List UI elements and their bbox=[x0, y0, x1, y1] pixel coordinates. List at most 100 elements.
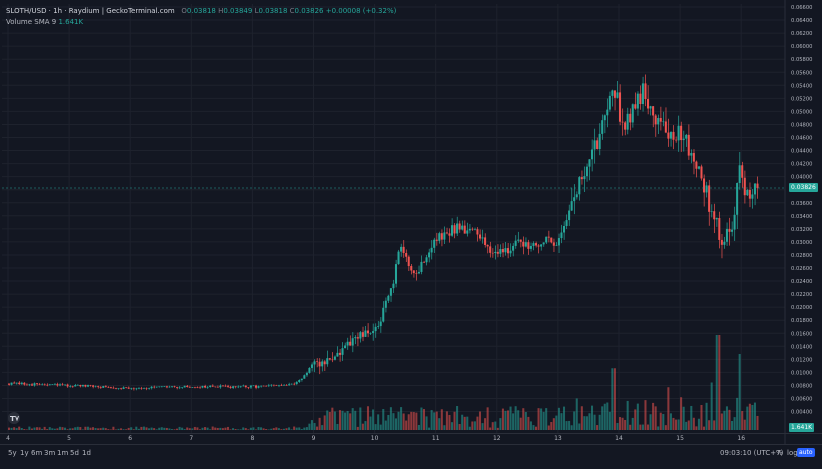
candle-body bbox=[659, 117, 662, 122]
volume-bar bbox=[425, 416, 428, 430]
volume-bar bbox=[209, 429, 212, 430]
volume-bar bbox=[494, 421, 497, 430]
candle-body bbox=[499, 248, 502, 254]
candle-body bbox=[552, 242, 555, 246]
candle-body bbox=[76, 385, 79, 386]
candle-body bbox=[280, 385, 283, 386]
symbol-title[interactable]: SLOTH/USD · 1h · Raydium | GeckoTerminal… bbox=[6, 7, 175, 15]
volume-bar bbox=[303, 427, 306, 430]
price-tick-label: 0.01600 bbox=[791, 331, 812, 337]
candle-body bbox=[196, 387, 199, 388]
timeframe-3m[interactable]: 3m bbox=[44, 449, 56, 457]
candle-body bbox=[412, 270, 415, 274]
volume-bar bbox=[252, 427, 255, 430]
volume-bar bbox=[260, 427, 263, 430]
volume-bar bbox=[514, 406, 517, 430]
candle-body bbox=[700, 166, 703, 179]
price-tick-label: 0.00800 bbox=[791, 383, 812, 389]
candle-body bbox=[344, 345, 347, 349]
candle-body bbox=[562, 226, 566, 233]
volume-bar bbox=[125, 429, 128, 430]
volume-bar bbox=[685, 421, 688, 430]
percent-toggle[interactable]: % bbox=[776, 449, 783, 457]
price-tick-label: 0.03200 bbox=[791, 227, 812, 233]
volume-bar bbox=[527, 416, 530, 430]
candle-body bbox=[247, 387, 250, 388]
timeframe-5d[interactable]: 5d bbox=[70, 449, 79, 457]
candle-body bbox=[438, 233, 441, 241]
volume-bar bbox=[71, 428, 74, 430]
candle-body bbox=[680, 125, 683, 141]
time-tick-label: 16 bbox=[737, 435, 745, 442]
candle-body bbox=[356, 337, 359, 339]
volume-bar bbox=[58, 426, 61, 430]
candle-body bbox=[237, 386, 240, 388]
volume-bar bbox=[176, 428, 179, 430]
volume-bar bbox=[619, 417, 622, 430]
volume-bar bbox=[400, 407, 403, 430]
volume-bar bbox=[66, 429, 69, 430]
price-tick-label: 0.01400 bbox=[791, 344, 812, 350]
tradingview-logo-icon[interactable] bbox=[6, 412, 22, 424]
price-tick-label: 0.05800 bbox=[791, 57, 812, 63]
candle-body bbox=[394, 264, 398, 284]
volume-bar bbox=[160, 427, 163, 430]
volume-bar bbox=[153, 428, 156, 430]
timeframe-1y[interactable]: 1y bbox=[20, 449, 29, 457]
clock-display[interactable]: 09:03:10 (UTC+7) bbox=[720, 449, 784, 457]
candle-body bbox=[51, 384, 54, 385]
candle-body bbox=[598, 133, 601, 150]
volume-bar bbox=[275, 427, 278, 430]
auto-toggle[interactable]: auto bbox=[797, 448, 815, 457]
timeframe-5y[interactable]: 5y bbox=[8, 449, 17, 457]
candle-body bbox=[178, 387, 181, 389]
volume-bar bbox=[634, 409, 637, 430]
volume-bar bbox=[148, 428, 151, 430]
price-tick-label: 0.05600 bbox=[791, 70, 812, 76]
volume-bar bbox=[30, 428, 33, 430]
candle-body bbox=[461, 225, 464, 230]
candle-body bbox=[364, 330, 367, 337]
volume-bar bbox=[262, 428, 265, 430]
volume-bar bbox=[741, 411, 744, 430]
log-toggle[interactable]: log bbox=[787, 449, 798, 457]
timeframe-1d[interactable]: 1d bbox=[82, 449, 91, 457]
volume-bar bbox=[282, 428, 285, 430]
volume-bar bbox=[8, 427, 11, 430]
volume-bar bbox=[573, 411, 576, 430]
volume-bar bbox=[265, 428, 268, 430]
time-tick-label: 11 bbox=[432, 435, 440, 442]
volume-bar bbox=[219, 427, 222, 430]
candle-body bbox=[685, 134, 688, 139]
candle-body bbox=[20, 382, 23, 385]
volume-label[interactable]: Volume SMA 9 bbox=[6, 18, 57, 26]
candle-body bbox=[142, 388, 145, 389]
timeframe-1m[interactable]: 1m bbox=[57, 449, 69, 457]
candle-body bbox=[481, 237, 484, 239]
candle-body bbox=[369, 333, 372, 334]
candle-body bbox=[478, 234, 482, 239]
candle-body bbox=[636, 93, 639, 109]
volume-bar bbox=[369, 416, 372, 430]
candle-body bbox=[326, 358, 329, 365]
price-tick-label: 0.01200 bbox=[791, 357, 812, 363]
volume-bar bbox=[310, 420, 313, 430]
candle-body bbox=[435, 239, 438, 241]
candle-body bbox=[331, 359, 334, 361]
candle-body bbox=[389, 288, 392, 296]
candle-body bbox=[341, 348, 344, 355]
volume-bar bbox=[652, 402, 655, 430]
volume-bar bbox=[364, 421, 367, 430]
candle-body bbox=[310, 364, 313, 368]
candle-body bbox=[417, 271, 420, 274]
candle-body bbox=[420, 261, 423, 272]
volume-bar bbox=[695, 426, 698, 430]
volume-bar bbox=[224, 427, 227, 430]
time-tick-label: 6 bbox=[128, 435, 132, 442]
volume-bar bbox=[41, 428, 44, 430]
volume-bar bbox=[448, 414, 451, 430]
timeframe-6m[interactable]: 6m bbox=[31, 449, 43, 457]
candle-body bbox=[23, 382, 26, 385]
